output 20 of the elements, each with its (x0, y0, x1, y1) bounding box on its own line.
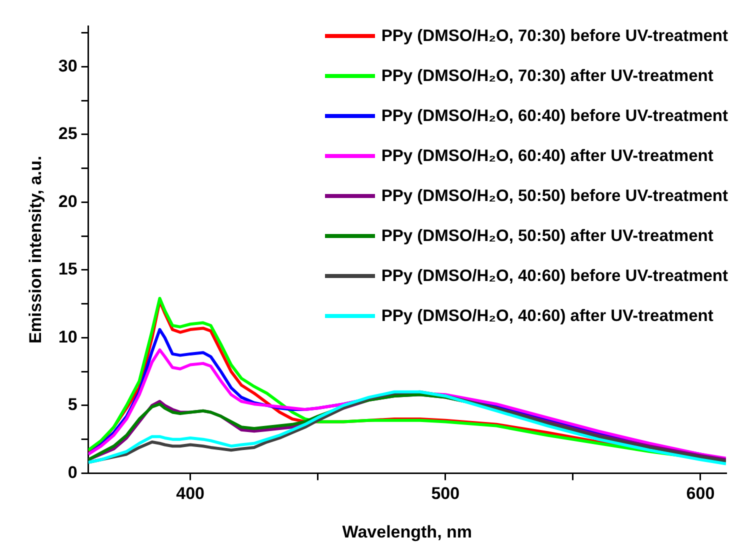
y-tick-label: 5 (68, 395, 78, 414)
y-tick-label: 0 (68, 462, 78, 482)
y-axis-title: Emission intensity, a.u. (26, 156, 45, 344)
legend-label: PPy (DMSO/H₂O, 50:50) before UV-treatment (381, 186, 728, 206)
legend-label: PPy (DMSO/H₂O, 70:30) after UV-treatment (381, 66, 714, 86)
legend-label: PPy (DMSO/H₂O, 70:30) before UV-treatment (381, 26, 728, 46)
legend-label: PPy (DMSO/H₂O, 40:60) after UV-treatment (381, 306, 714, 326)
y-tick-label: 25 (58, 124, 78, 144)
legend-label: PPy (DMSO/H₂O, 60:40) after UV-treatment (381, 146, 714, 166)
x-tick-label: 500 (431, 484, 460, 504)
x-axis-title: Wavelength, nm (342, 522, 472, 542)
x-tick-label: 600 (686, 484, 715, 504)
legend-label: PPy (DMSO/H₂O, 40:60) before UV-treatment (381, 266, 728, 286)
y-tick-label: 30 (58, 56, 78, 76)
legend-label: PPy (DMSO/H₂O, 60:40) before UV-treatment (381, 106, 728, 126)
y-tick-label: 20 (58, 192, 78, 211)
y-tick-label: 15 (58, 260, 78, 279)
legend-label: PPy (DMSO/H₂O, 50:50) after UV-treatment (381, 226, 714, 246)
y-tick-label: 10 (58, 327, 78, 346)
x-tick-label: 400 (176, 484, 205, 504)
